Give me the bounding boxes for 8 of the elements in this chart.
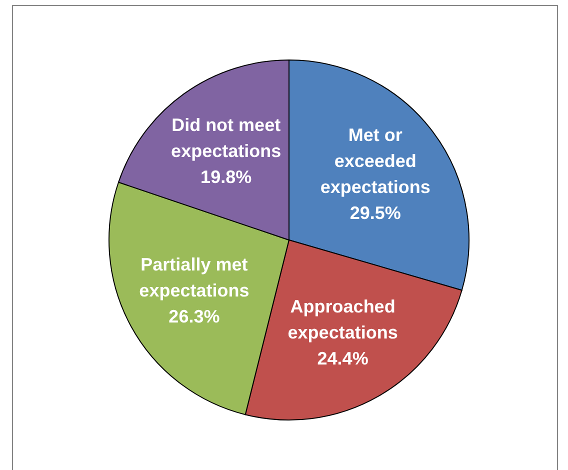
slice-label: Did not meet expectations [171,115,282,162]
data-label: 19.8% [200,167,252,188]
data-label: 24.4% [317,348,368,369]
data-label: 26.3% [168,306,220,327]
slice-label: Met or exceeded expectations [320,125,430,198]
slice-label: Partially met expectations [139,254,250,301]
data-label: 29.5% [350,203,401,224]
slice-label: Approached expectations [288,296,398,343]
